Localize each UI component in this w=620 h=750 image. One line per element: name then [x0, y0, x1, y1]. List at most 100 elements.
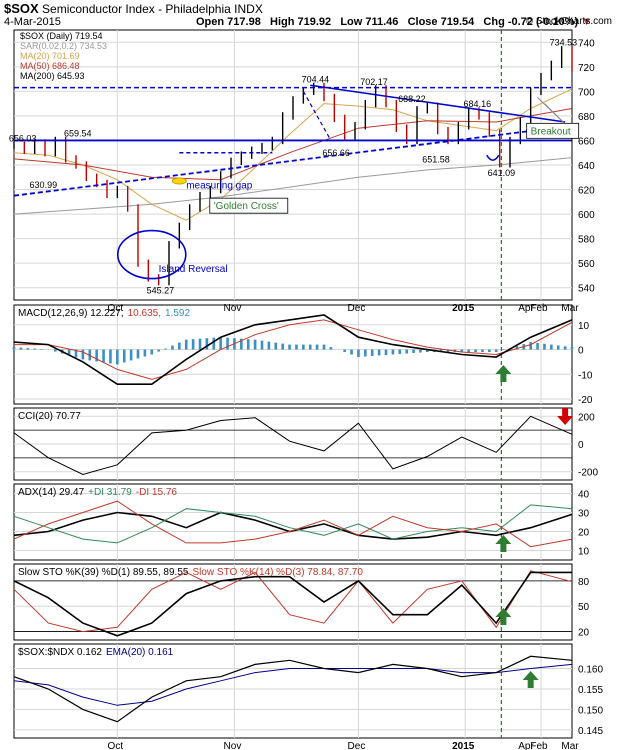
- macd-hist-bar: [357, 349, 360, 357]
- macd-hist-bar: [33, 348, 36, 350]
- macd-hist-bar: [474, 349, 477, 353]
- panel-frame-macd: [13, 304, 573, 405]
- y-tick-label: 0: [578, 346, 584, 357]
- macd-hist-bar: [322, 344, 326, 350]
- macd-hist-bar: [343, 349, 346, 353]
- macd-up-arrow-icon: [495, 365, 512, 382]
- macd-hist-bar: [481, 349, 484, 353]
- y-tick-label: 700: [578, 87, 595, 98]
- price-annotation: 630.99: [30, 180, 58, 190]
- close-value: Close 719.54: [407, 16, 475, 28]
- macd-hist-bar: [405, 349, 408, 354]
- macd-hist-bar: [260, 340, 264, 350]
- macd-hist-bar: [412, 349, 415, 354]
- macd-hist-bar: [150, 349, 154, 355]
- macd-hist-bar: [129, 349, 133, 361]
- macd-hist-bar: [191, 339, 195, 350]
- series-ma-200-: [13, 157, 573, 215]
- macd-hist-bar: [171, 345, 174, 350]
- measuring-gap-label: measuring gap: [186, 180, 253, 191]
- y-tick-label: 580: [578, 235, 595, 246]
- y-tick-label: 680: [578, 112, 595, 123]
- macd-hist-bar: [240, 338, 243, 350]
- y-tick-label: 660: [578, 136, 595, 147]
- panel-frame-stochastics: [13, 563, 573, 641]
- y-tick-label: 740: [578, 38, 595, 49]
- symbol: $SOX: [4, 1, 39, 16]
- y-tick-label: 40: [578, 490, 590, 501]
- y-tick-label: 10: [578, 547, 590, 558]
- y-tick-label: 80: [578, 577, 590, 588]
- macd-hist-bar: [377, 349, 381, 356]
- series-ma-50-: [13, 108, 573, 181]
- x-tick-label: Mar: [561, 741, 579, 750]
- macd-hist-bar: [274, 342, 278, 350]
- macd-hist-bar: [556, 345, 560, 350]
- y-tick-label: 200: [578, 412, 595, 423]
- adx-series-2: [13, 500, 573, 548]
- macd-hist-bar: [12, 347, 16, 350]
- macd-hist-bar: [384, 349, 388, 355]
- macd-hist-bar: [184, 339, 188, 350]
- price-annotation: 688.22: [398, 94, 426, 104]
- macd-hist-bar: [295, 344, 298, 350]
- cci-down-arrow-icon: [557, 408, 574, 425]
- index-name: Semiconductor Index - Philadelphia: [42, 2, 231, 16]
- macd-hist-bar: [529, 342, 532, 350]
- sto-k14-line: [13, 570, 573, 633]
- legend-entry: Slow STO %K(14) %D(3) 78.84, 87.70: [192, 567, 363, 578]
- y-tick-label: 10: [578, 321, 590, 332]
- macd-hist-bar: [95, 349, 98, 362]
- price-annotation: 684.16: [464, 99, 492, 109]
- macd-hist-bar: [122, 349, 126, 363]
- macd-hist-bar: [143, 349, 147, 357]
- exchange: INDX: [234, 2, 263, 16]
- price-annotation: 656.03: [9, 133, 37, 143]
- macd-hist-bar: [198, 338, 202, 350]
- macd-hist-bar: [205, 338, 209, 350]
- macd-hist-bar: [370, 349, 374, 356]
- legend-entry: MACD(12,26,9) 12.227,: [18, 308, 124, 319]
- y-tick-label: 640: [578, 161, 595, 172]
- x-tick-label: Apr: [518, 741, 534, 750]
- y-tick-label: -200: [578, 468, 598, 479]
- y-tick-label: 0.145: [578, 726, 603, 737]
- macd-hist-bar: [164, 348, 167, 350]
- x-tick-label: Dec: [348, 741, 366, 750]
- legend-entry: CCI(20) 70.77: [18, 411, 81, 422]
- x-tick-label: Mar: [561, 303, 579, 314]
- price-annotation: 641.09: [488, 168, 516, 178]
- y-tick-label: 0.150: [578, 705, 603, 716]
- y-tick-label: 50: [578, 602, 590, 613]
- y-tick-label: 600: [578, 210, 595, 221]
- legend-entry: ADX(14) 29.47: [18, 487, 85, 498]
- y-tick-label: 0: [578, 440, 584, 451]
- ohlc-readout: Open 717.98 High 719.92 Low 711.46 Close…: [196, 16, 592, 28]
- rising-trendline: [13, 124, 573, 197]
- low-value: Low 711.46: [340, 16, 399, 28]
- low-arc: [486, 154, 500, 161]
- golden-cross-marker: [171, 177, 187, 185]
- macd-hist-bar: [460, 349, 464, 353]
- macd-hist-bar: [446, 349, 450, 353]
- macd-hist-bar: [246, 339, 250, 350]
- macd-signal-line: [14, 319, 573, 380]
- macd-hist-bar: [536, 342, 539, 350]
- x-tick-label: Nov: [224, 741, 242, 750]
- legend-entry: -DI 15.76: [136, 487, 178, 498]
- macd-hist-bar: [488, 349, 491, 353]
- y-tick-label: 0.160: [578, 665, 603, 676]
- legend-entry: $SOX:$NDX 0.162: [18, 647, 102, 658]
- adx-up-arrow-icon: [495, 535, 512, 552]
- macd-hist-bar: [426, 349, 429, 353]
- macd-hist-bar: [19, 347, 23, 350]
- breakout-label: Breakout: [531, 126, 571, 137]
- macd-hist-bar: [102, 349, 105, 363]
- macd-hist-bar: [494, 349, 498, 353]
- y-tick-label: 20: [578, 528, 590, 539]
- macd-hist-bar: [178, 342, 181, 350]
- panel-frame-adx: [13, 483, 573, 561]
- macd-hist-bar: [157, 349, 160, 352]
- chg-value: Chg -0.72 (-0.10%): [483, 16, 579, 28]
